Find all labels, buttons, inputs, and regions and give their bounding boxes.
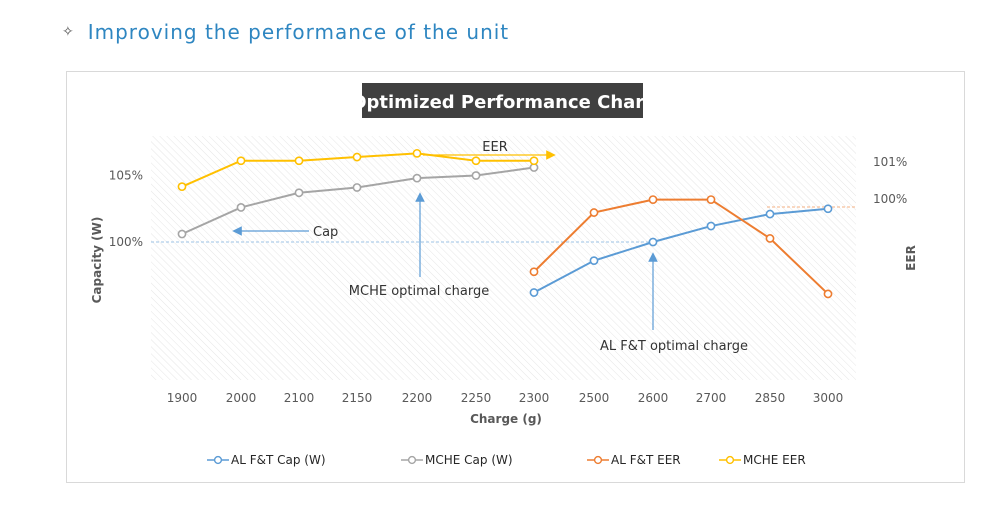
- legend-marker-al-f-t-eer: [593, 455, 603, 465]
- plot-area-hatch: [151, 136, 856, 380]
- data-point-mche-eer: [236, 156, 246, 166]
- section-heading: ✧ Improving the performance of the unit: [62, 18, 509, 46]
- annotation-cap: Cap: [313, 225, 338, 240]
- performance-chart: Optimized Performance Chart Capacity (W)…: [90, 83, 918, 467]
- data-point-mche-cap-w: [412, 173, 422, 183]
- legend-label-al-f-t-eer: AL F&T EER: [611, 453, 681, 467]
- data-point-mche-cap-w: [236, 203, 246, 212]
- plot-area-bottom-hatch: [151, 380, 856, 381]
- legend: AL F&T Cap (W) MCHE Cap (W) AL F&T EER MCHE…: [207, 453, 806, 467]
- series-line-al-f-t-eer: [533, 198, 829, 295]
- x-axis-title: Charge (g): [470, 412, 542, 426]
- data-point-al-f-t-eer: [648, 195, 658, 204]
- data-point-mche-eer: [352, 152, 362, 162]
- data-point-mche-eer: [294, 156, 304, 166]
- data-point-mche-eer: [529, 156, 539, 166]
- data-point-al-f-t-cap-w: [648, 237, 658, 247]
- x-tick-label: 2700: [696, 391, 727, 405]
- legend-marker-al-f-t-cap-w: [213, 455, 223, 465]
- diamond-bullet-icon: ✧: [62, 24, 74, 40]
- data-point-al-f-t-cap-w: [823, 204, 833, 214]
- data-point-mche-cap-w: [471, 171, 481, 180]
- x-tick-label: 2150: [342, 391, 373, 405]
- x-tick-label: 2250: [461, 391, 492, 405]
- data-point-al-f-t-cap-w: [765, 209, 775, 219]
- data-point-al-f-t-eer: [823, 289, 833, 299]
- chart-title: Optimized Performance Chart: [351, 92, 653, 113]
- legend-label-al-f-t-cap-w: AL F&T Cap (W): [231, 453, 326, 467]
- x-tick-label: 3000: [813, 391, 844, 405]
- annotation-eer: EER: [482, 140, 507, 155]
- x-tick-label: 1900: [167, 391, 198, 405]
- annotation-alft-optimal-charge: AL F&T optimal charge: [600, 339, 748, 354]
- data-point-mche-eer: [177, 182, 187, 192]
- data-point-al-f-t-eer: [589, 208, 599, 217]
- legend-label-mche-cap-w: MCHE Cap (W): [425, 453, 513, 467]
- right-tick-label: 100%: [873, 192, 907, 206]
- series-line-al-f-t-cap-w: [533, 207, 829, 294]
- data-point-mche-cap-w: [352, 183, 362, 192]
- left-tick-label: 105%: [109, 169, 143, 183]
- chart-frame: Optimized Performance Chart Capacity (W)…: [66, 71, 965, 483]
- right-tick-label: 101%: [873, 155, 907, 169]
- x-tick-label: 2300: [519, 391, 550, 405]
- left-tick-label: 100%: [109, 235, 143, 249]
- right-tick-labels: 101% 100%: [873, 155, 907, 206]
- data-point-mche-eer: [412, 148, 422, 158]
- left-tick-labels: 105% 100%: [109, 169, 143, 250]
- data-point-al-f-t-eer: [529, 267, 539, 277]
- data-point-al-f-t-cap-w: [706, 221, 716, 231]
- annotation-mche-optimal-charge: MCHE optimal charge: [349, 284, 489, 299]
- x-tick-labels: 1900 2000 2100 2150 2200 2250 2300 2500 2600 2700…: [167, 391, 844, 405]
- x-tick-label: 2200: [402, 391, 433, 405]
- x-tick-label: 2000: [226, 391, 257, 405]
- section-heading-text: Improving the performance of the unit: [87, 20, 510, 44]
- data-point-al-f-t-eer: [765, 234, 775, 243]
- data-point-mche-cap-w: [177, 229, 187, 239]
- x-tick-label: 2100: [284, 391, 315, 405]
- legend-marker-mche-cap-w: [407, 455, 417, 465]
- x-tick-label: 2850: [755, 391, 786, 405]
- data-point-al-f-t-eer: [706, 195, 716, 204]
- data-point-al-f-t-cap-w: [529, 288, 539, 297]
- data-point-mche-eer: [471, 156, 481, 166]
- x-tick-label: 2600: [638, 391, 669, 405]
- legend-marker-mche-eer: [725, 455, 735, 465]
- chart-title-box: [362, 83, 643, 118]
- data-point-al-f-t-cap-w: [589, 256, 599, 266]
- right-axis-title: EER: [904, 245, 918, 271]
- series-layer: [177, 148, 833, 299]
- left-axis-title: Capacity (W): [90, 217, 104, 304]
- x-tick-label: 2500: [579, 391, 610, 405]
- data-point-mche-cap-w: [294, 188, 304, 198]
- legend-label-mche-eer: MCHE EER: [743, 453, 806, 467]
